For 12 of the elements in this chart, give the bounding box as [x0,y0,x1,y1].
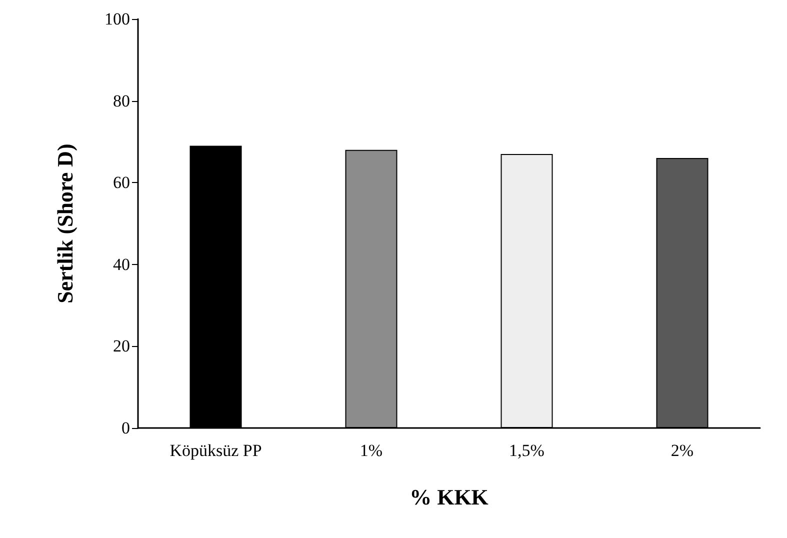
y-tick-label: 100 [104,10,130,28]
y-axis-title: Sertlik (Shore D) [52,144,78,304]
x-tick-label: Köpüksüz PP [170,441,262,460]
y-tick-label: 80 [113,91,130,110]
x-tick-label: 1% [360,441,383,460]
x-axis-title: % KKK [410,484,488,510]
y-tick-label: 60 [113,173,130,192]
x-tick-label: 2% [670,441,694,460]
y-tick-label: 40 [113,254,130,274]
y-tick-label: 0 [122,418,130,438]
x-tick-label: 1,5% [509,441,544,460]
y-tick-label: 20 [113,336,130,356]
